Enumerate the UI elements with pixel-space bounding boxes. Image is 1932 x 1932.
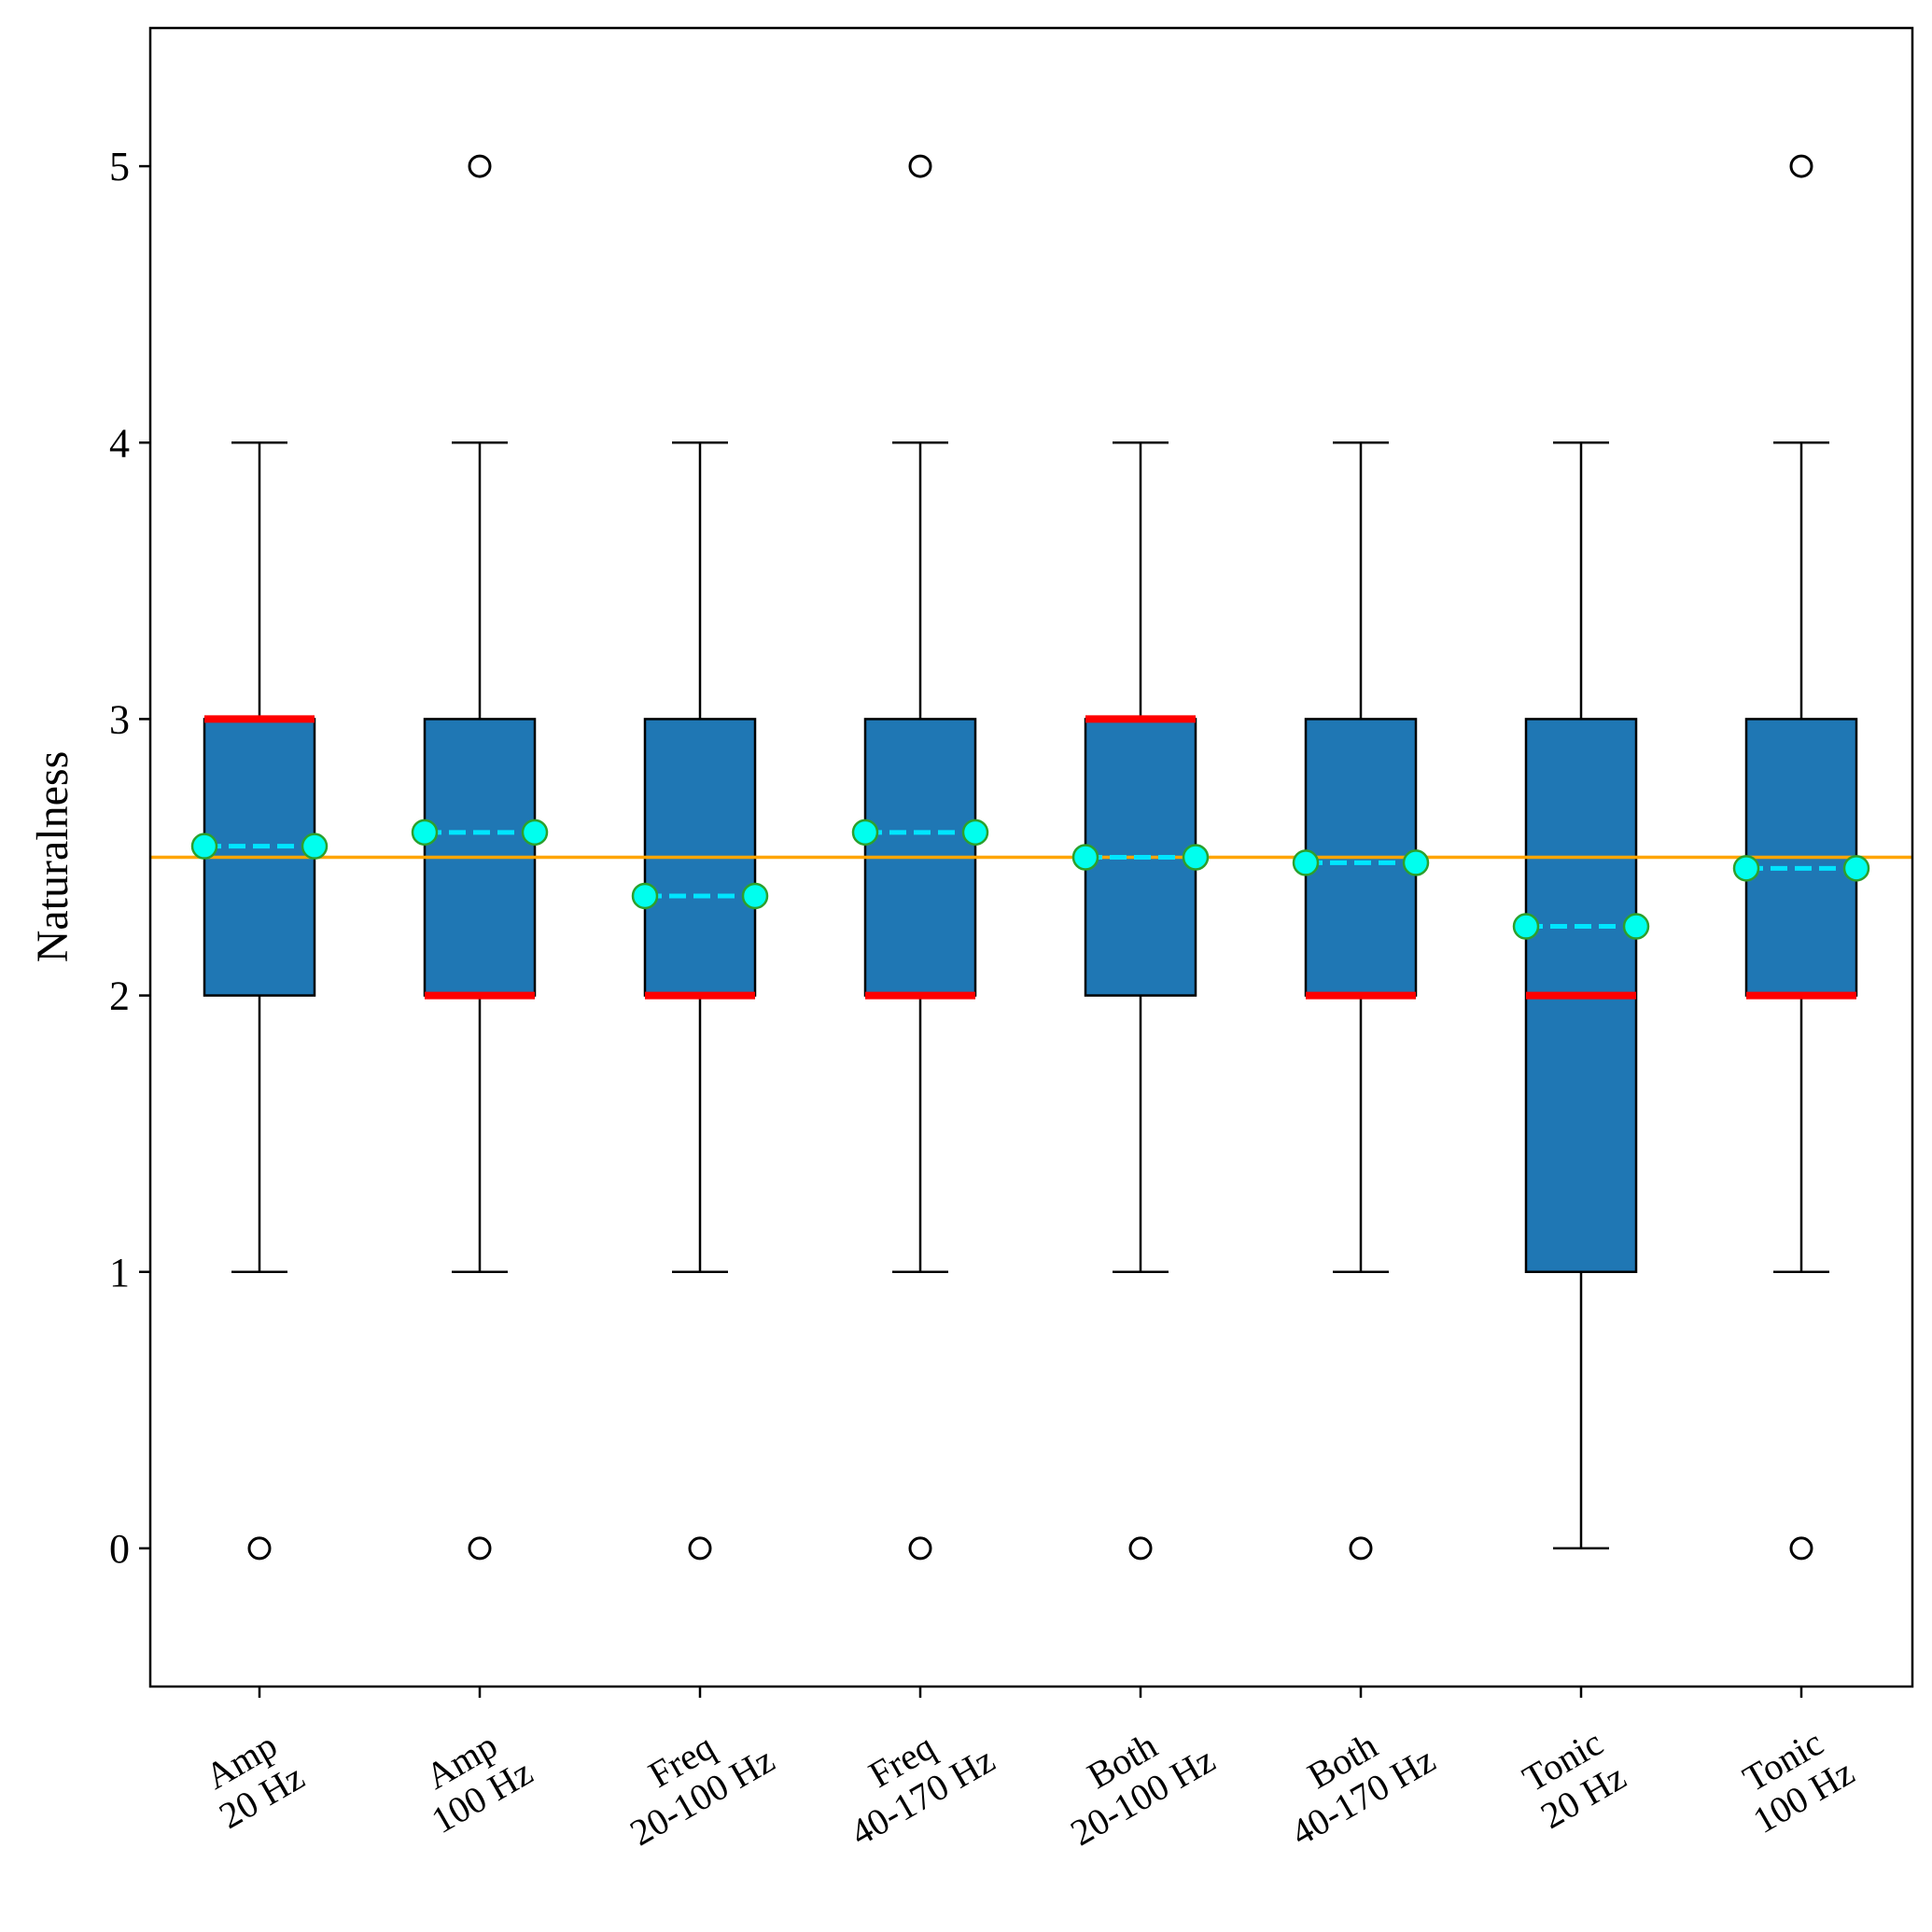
box-group-7 [1524, 441, 1638, 1550]
mean-group-1 [190, 833, 329, 860]
mean-marker [1842, 855, 1870, 882]
y-tick-label: 5 [109, 144, 130, 189]
y-tick-label: 2 [109, 973, 130, 1019]
mean-marker [1732, 855, 1760, 882]
plot-area [150, 154, 1912, 1561]
mean-group-4 [851, 819, 989, 847]
mean-marker [631, 882, 659, 910]
mean-group-5 [1071, 844, 1210, 871]
mean-marker [961, 819, 989, 847]
outlier-point [908, 154, 932, 178]
outlier-point [1349, 1536, 1373, 1561]
mean-group-2 [411, 819, 549, 847]
mean-marker [1622, 913, 1650, 940]
outlier-point [688, 1536, 712, 1561]
mean-marker [741, 882, 769, 910]
mean-marker [1182, 844, 1210, 871]
outlier-point [468, 1536, 492, 1561]
outlier-point [1789, 1536, 1813, 1561]
outlier-point [1789, 154, 1813, 178]
mean-marker [301, 833, 329, 860]
y-tick-label: 3 [109, 696, 130, 742]
y-tick-label: 0 [109, 1526, 130, 1572]
mean-marker [1071, 844, 1099, 871]
mean-marker [521, 819, 549, 847]
outlier-point [908, 1536, 932, 1561]
y-axis-title: Naturalness [28, 751, 77, 963]
mean-marker [851, 819, 879, 847]
mean-group-3 [631, 882, 769, 910]
outlier-point [247, 1536, 272, 1561]
y-axis: 0 1 2 3 4 5 [109, 144, 150, 1572]
mean-marker [190, 833, 218, 860]
outlier-point [1128, 1536, 1153, 1561]
y-tick-label: 4 [109, 420, 130, 466]
x-tick-label: Tonic20 Hz [1513, 1720, 1632, 1837]
mean-group-8 [1732, 855, 1870, 882]
mean-marker [1402, 849, 1430, 876]
y-tick-label: 1 [109, 1250, 130, 1295]
mean-group-6 [1292, 849, 1430, 876]
mean-marker [1292, 849, 1320, 876]
mean-marker [1512, 913, 1540, 940]
outlier-point [468, 154, 492, 178]
mean-group-7 [1512, 913, 1650, 940]
mean-marker [411, 819, 439, 847]
axes-frame [148, 26, 1914, 1688]
